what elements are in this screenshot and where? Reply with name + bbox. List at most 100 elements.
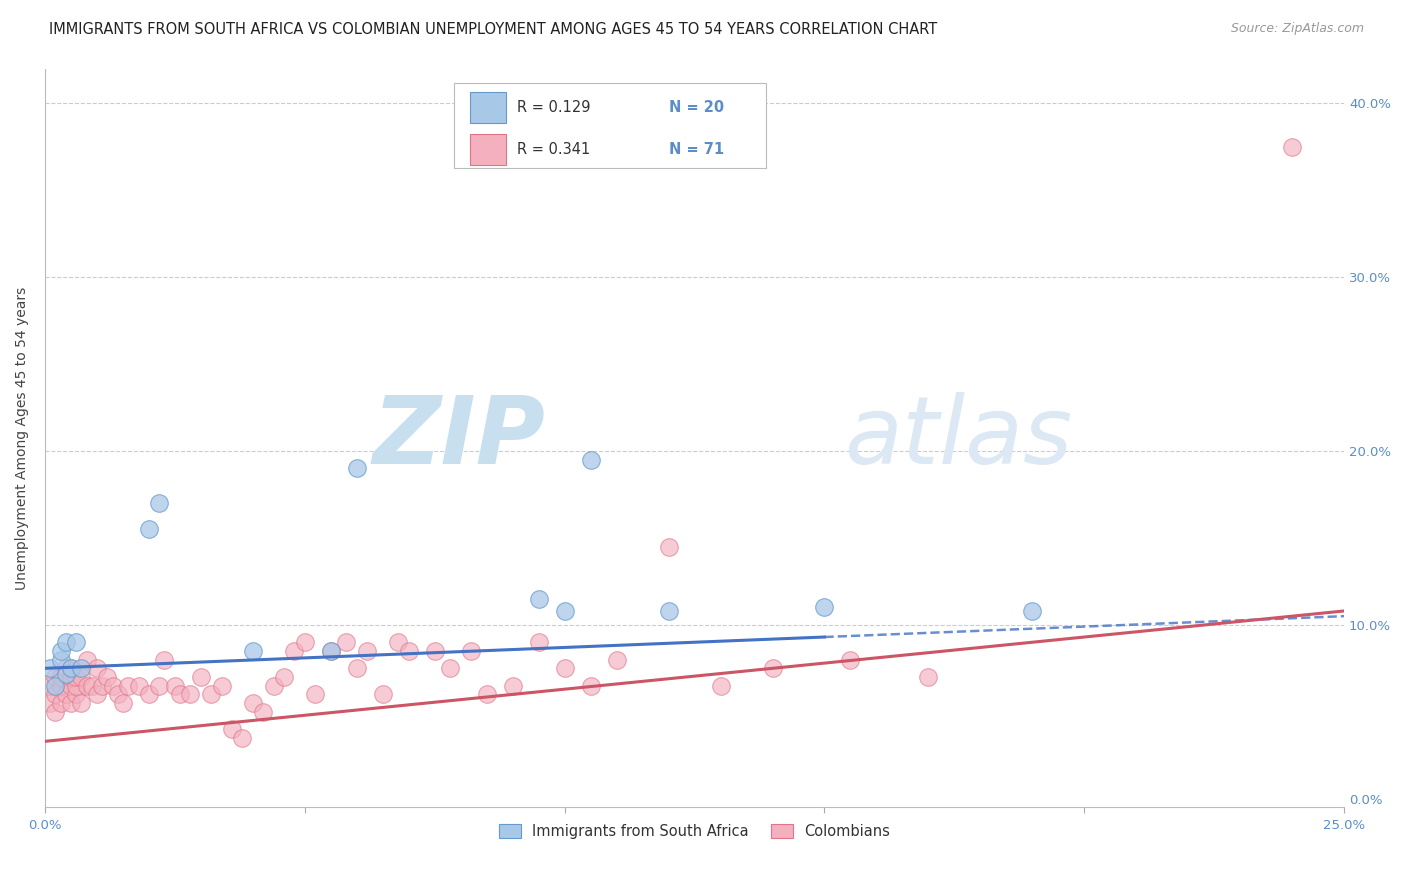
Text: atlas: atlas <box>844 392 1073 483</box>
Point <box>39 661 62 675</box>
Point <box>59 661 82 675</box>
Point <box>221 722 243 736</box>
Point <box>59 679 82 693</box>
Text: N = 20: N = 20 <box>669 100 724 114</box>
Point <box>304 687 326 701</box>
Point <box>39 679 62 693</box>
Point <box>80 679 103 693</box>
Point <box>148 496 170 510</box>
Point <box>44 687 66 701</box>
Point <box>335 635 357 649</box>
Point <box>211 679 233 693</box>
Point <box>59 696 82 710</box>
Point <box>55 666 77 681</box>
Point <box>44 705 66 719</box>
Point <box>111 696 134 710</box>
Point <box>356 644 378 658</box>
Point <box>554 604 576 618</box>
Point <box>190 670 212 684</box>
Point <box>709 679 731 693</box>
Point <box>163 679 186 693</box>
Point <box>76 679 98 693</box>
Point <box>138 687 160 701</box>
Point <box>439 661 461 675</box>
Point <box>1021 604 1043 618</box>
Point <box>59 670 82 684</box>
Point <box>44 679 66 693</box>
Point <box>527 635 550 649</box>
Point <box>49 670 72 684</box>
FancyBboxPatch shape <box>470 92 506 122</box>
Point <box>273 670 295 684</box>
Point <box>117 679 139 693</box>
Point <box>44 670 66 684</box>
Point <box>252 705 274 719</box>
Point <box>49 652 72 666</box>
FancyBboxPatch shape <box>454 83 766 169</box>
Point <box>346 461 368 475</box>
Point <box>283 644 305 658</box>
Point <box>423 644 446 658</box>
Point <box>387 635 409 649</box>
Point <box>128 679 150 693</box>
Text: IMMIGRANTS FROM SOUTH AFRICA VS COLOMBIAN UNEMPLOYMENT AMONG AGES 45 TO 54 YEARS: IMMIGRANTS FROM SOUTH AFRICA VS COLOMBIA… <box>49 22 938 37</box>
Point <box>319 644 342 658</box>
Text: Source: ZipAtlas.com: Source: ZipAtlas.com <box>1230 22 1364 36</box>
Point <box>839 652 862 666</box>
Point <box>502 679 524 693</box>
Point <box>86 661 108 675</box>
Point <box>148 679 170 693</box>
Point <box>231 731 253 745</box>
Point <box>70 696 93 710</box>
Point <box>460 644 482 658</box>
Point <box>55 635 77 649</box>
Point <box>658 540 681 554</box>
Point <box>59 661 82 675</box>
Point <box>65 635 87 649</box>
Point <box>242 644 264 658</box>
Point <box>658 604 681 618</box>
Point <box>39 696 62 710</box>
Point <box>263 679 285 693</box>
Point <box>86 687 108 701</box>
Point <box>917 670 939 684</box>
Text: ZIP: ZIP <box>373 392 546 484</box>
Point <box>153 652 176 666</box>
Point <box>813 600 835 615</box>
Point <box>606 652 628 666</box>
Point <box>242 696 264 710</box>
Point <box>91 679 114 693</box>
Point <box>346 661 368 675</box>
Point <box>554 661 576 675</box>
Y-axis label: Unemployment Among Ages 45 to 54 years: Unemployment Among Ages 45 to 54 years <box>15 286 30 590</box>
Point <box>294 635 316 649</box>
Point <box>65 679 87 693</box>
Point <box>55 687 77 701</box>
Point <box>76 652 98 666</box>
Point <box>49 696 72 710</box>
Point <box>65 687 87 701</box>
Point <box>70 670 93 684</box>
Text: R = 0.341: R = 0.341 <box>516 142 591 157</box>
Point <box>70 661 93 675</box>
Point <box>475 687 498 701</box>
Point <box>371 687 394 701</box>
Point <box>527 591 550 606</box>
Point <box>101 679 124 693</box>
Point <box>761 661 783 675</box>
Point <box>49 679 72 693</box>
Point <box>179 687 201 701</box>
Point <box>1281 140 1303 154</box>
Point <box>169 687 191 701</box>
FancyBboxPatch shape <box>470 134 506 165</box>
Point <box>55 661 77 675</box>
Point <box>398 644 420 658</box>
Point <box>65 670 87 684</box>
Legend: Immigrants from South Africa, Colombians: Immigrants from South Africa, Colombians <box>494 818 896 845</box>
Point <box>107 687 129 701</box>
Text: R = 0.129: R = 0.129 <box>516 100 591 114</box>
Point <box>138 522 160 536</box>
Point <box>200 687 222 701</box>
Point <box>96 670 118 684</box>
Text: N = 71: N = 71 <box>669 142 724 157</box>
